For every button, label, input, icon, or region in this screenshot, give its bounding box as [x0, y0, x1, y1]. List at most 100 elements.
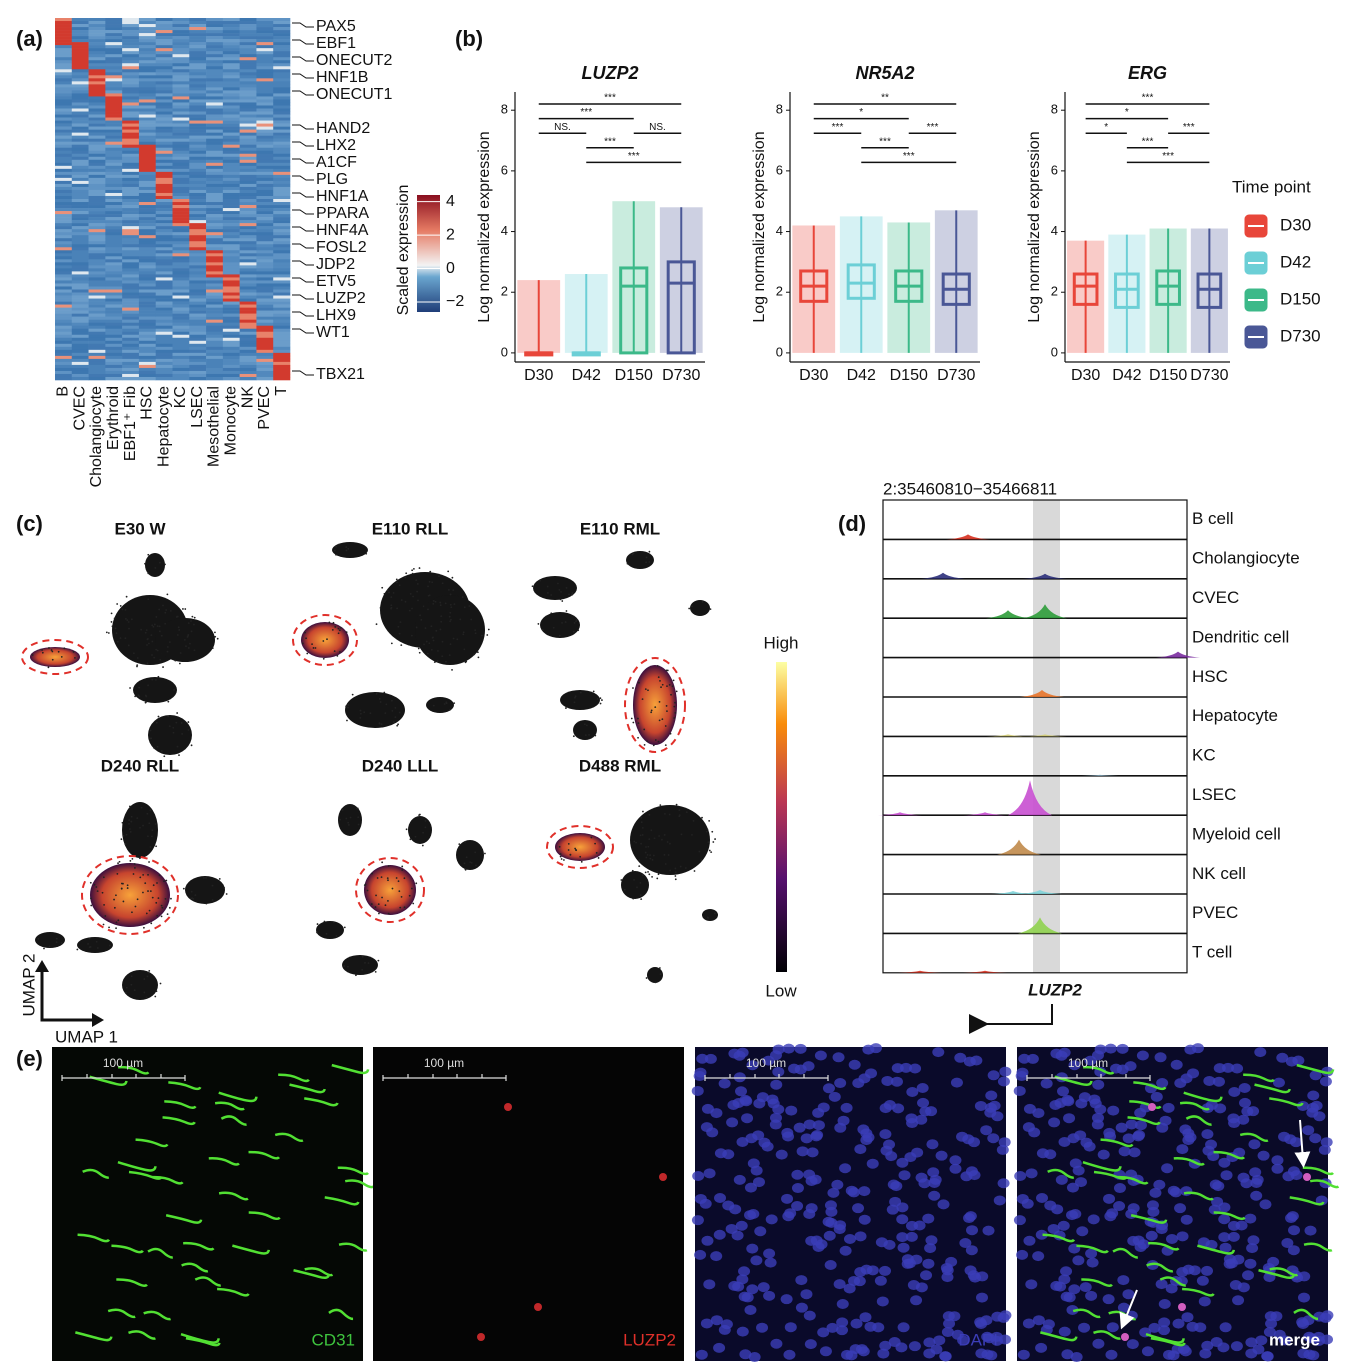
heatmap-cell	[138, 214, 157, 218]
heatmap-cell	[155, 84, 173, 88]
umap-speck	[707, 841, 710, 844]
box	[1072, 272, 1099, 306]
umap-speck	[595, 851, 598, 854]
umap-speck	[211, 899, 214, 901]
heatmap-cell	[122, 283, 140, 287]
nucleus	[951, 1329, 964, 1340]
heatmap-cell	[273, 174, 291, 179]
umap-speck	[305, 637, 307, 640]
heatmap-cell	[189, 229, 207, 233]
heatmap-cell	[189, 292, 207, 296]
umap-speck	[450, 606, 453, 609]
heatmap-cell	[273, 301, 291, 305]
coverage-peak	[986, 734, 1030, 737]
heatmap-cell	[239, 99, 257, 103]
umap-speck	[573, 701, 576, 704]
umap-speck	[332, 921, 335, 924]
heatmap-cell	[105, 361, 123, 366]
heatmap-cell	[239, 60, 257, 64]
nucleus	[692, 1170, 705, 1181]
heatmap-cell	[155, 138, 173, 142]
heatmap-cell	[273, 177, 291, 182]
umap-speck	[714, 838, 716, 840]
heatmap-cell	[222, 192, 240, 197]
heatmap-cell	[122, 60, 140, 64]
pointer-arrow	[1294, 1119, 1311, 1168]
umap-speck	[102, 876, 105, 879]
umap-speck	[72, 650, 75, 653]
nucleus	[959, 1237, 972, 1248]
umap-speck	[637, 736, 639, 739]
umap-speck	[131, 911, 133, 914]
heatmap-cell	[189, 192, 207, 197]
vessel	[1081, 1278, 1113, 1287]
heatmap-cell	[239, 316, 257, 320]
nucleus	[898, 1170, 911, 1181]
heatmap-cell	[206, 283, 224, 287]
umap-speck	[650, 709, 653, 712]
heatmap-cell	[206, 114, 224, 118]
nucleus	[1022, 1122, 1035, 1133]
heatmap-cell	[138, 165, 157, 170]
nucleus	[772, 1044, 785, 1055]
heatmap-cell	[71, 99, 89, 103]
heatmap-cell	[138, 301, 157, 305]
coverage-peak	[986, 610, 1030, 619]
heatmap-cell	[206, 45, 224, 49]
vessel	[116, 1278, 148, 1287]
heatmap-cell	[88, 349, 106, 354]
umap-speck	[322, 640, 325, 642]
heatmap-cell	[239, 129, 257, 133]
umap-speck	[189, 642, 191, 645]
heatmap-cell	[122, 138, 140, 142]
umap-speck	[149, 729, 152, 732]
umap-speck	[657, 740, 660, 743]
heatmap-cell	[55, 138, 73, 142]
heatmap-cell	[256, 364, 274, 369]
heatmap-cell	[206, 51, 224, 55]
umap-speck	[648, 838, 651, 841]
heatmap-cell	[189, 165, 207, 170]
vessel	[1100, 1138, 1134, 1148]
heatmap-cell	[273, 250, 291, 254]
heatmap-cell	[206, 220, 224, 224]
heatmap-cell	[71, 316, 89, 320]
heatmap-cell	[105, 274, 123, 278]
umap-speck	[667, 854, 670, 856]
heatmap-cell	[222, 307, 240, 311]
nucleus	[1076, 1226, 1089, 1237]
heatmap-cell	[138, 183, 157, 188]
nucleus	[1218, 1232, 1231, 1243]
heatmap-cell	[71, 283, 89, 287]
umap-speck	[464, 661, 467, 664]
heatmap-cell	[138, 168, 157, 173]
nucleus	[896, 1232, 909, 1243]
heatmap-cell	[55, 63, 73, 67]
heatmap-cell	[273, 171, 291, 176]
heatmap-cell	[55, 153, 73, 158]
heatmap-cell	[172, 211, 190, 215]
box	[1114, 272, 1140, 309]
heatmap-cell	[155, 280, 173, 284]
umap-speck	[119, 605, 122, 607]
heatmap-cell	[105, 292, 123, 296]
heatmap-cell	[155, 36, 173, 40]
heatmap-cell	[239, 253, 257, 257]
heatmap-cell	[239, 57, 257, 61]
heatmap-cell	[189, 51, 207, 55]
heatmap-cell	[88, 147, 106, 152]
nucleus	[1087, 1214, 1100, 1225]
heatmap-cell	[206, 373, 224, 378]
umap-speck	[569, 853, 572, 856]
luzp2-signal	[1148, 1103, 1156, 1111]
umap-speck	[403, 906, 406, 909]
umap-speck	[426, 652, 429, 655]
heatmap-cell	[88, 244, 106, 248]
nucleus	[694, 1249, 707, 1260]
umap-speck	[390, 596, 393, 599]
heatmap-cell	[122, 132, 140, 136]
heatmap-cell	[55, 367, 73, 372]
legend-label: D42	[1280, 252, 1311, 271]
heatmap-cell	[206, 322, 224, 326]
heatmap-cell	[155, 162, 173, 167]
